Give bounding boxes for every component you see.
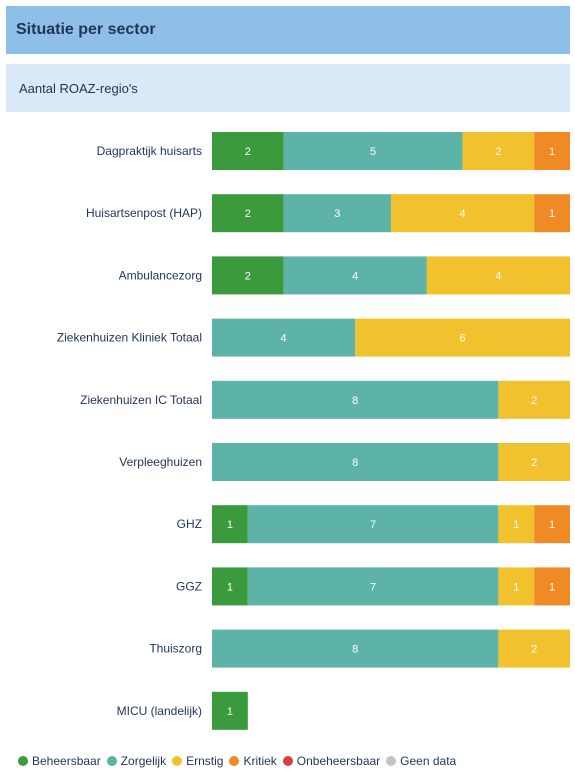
bar-segment: [426, 256, 570, 295]
data-label: 7: [370, 519, 376, 531]
data-label: 1: [513, 581, 519, 593]
bar-segment: [534, 132, 570, 170]
category-label: Verpleeghuizen: [119, 455, 202, 469]
data-label: 4: [352, 270, 358, 282]
data-label: 3: [334, 208, 340, 220]
data-label: 4: [495, 270, 501, 282]
legend-dot-icon: [229, 756, 240, 766]
category-label: Ziekenhuizen IC Totaal: [80, 393, 202, 407]
category-label: Thuiszorg: [149, 642, 202, 656]
bar-segment: [283, 132, 463, 170]
bar-segment: [212, 380, 499, 419]
data-label: 1: [227, 706, 233, 718]
legend-dot-icon: [386, 756, 397, 766]
data-label: 1: [227, 581, 233, 593]
bar-segment: [498, 567, 535, 606]
bar-segment: [498, 505, 535, 544]
data-label: 7: [370, 581, 376, 593]
bar-segment: [534, 567, 570, 606]
category-label: GHZ: [177, 517, 202, 531]
data-label: 2: [245, 208, 251, 220]
legend-item[interactable]: Geen data: [386, 754, 456, 768]
category-label: Dagpraktijk huisarts: [97, 144, 202, 158]
stacked-bar-chart: Dagpraktijk huisarts 2 5 2 1 Huisartsenpost (…: [57, 132, 570, 730]
bar-segment: [355, 318, 570, 357]
legend-item[interactable]: Beheersbaar: [18, 754, 101, 768]
data-label: 6: [460, 333, 466, 345]
data-label: 4: [460, 208, 466, 220]
category-label: Huisartsenpost (HAP): [86, 206, 202, 220]
bar-segment: [212, 318, 356, 357]
data-label: 1: [549, 208, 555, 220]
data-label: 1: [549, 146, 555, 158]
bar-segment: [498, 380, 570, 419]
category-label: Ambulancezorg: [119, 268, 202, 282]
data-label: 8: [352, 644, 358, 656]
legend-label: Beheersbaar: [32, 754, 101, 768]
legend-item[interactable]: Kritiek: [229, 754, 277, 768]
legend-dot-icon: [106, 756, 117, 766]
bar-segment: [212, 567, 248, 606]
legend-dot-icon: [172, 756, 183, 766]
category-label: GGZ: [176, 579, 202, 593]
legend-label: Geen data: [400, 754, 457, 768]
legend-label: Onbeheersbaar: [296, 754, 381, 768]
data-label: 1: [227, 519, 233, 531]
chart-title: Situatie per sector: [6, 6, 570, 54]
legend-label: Kritiek: [243, 754, 277, 768]
data-label: 2: [531, 395, 537, 407]
bar-segment: [212, 443, 499, 481]
data-label: 2: [531, 457, 537, 469]
legend-dot-icon: [18, 756, 28, 766]
bar-segment: [391, 194, 535, 233]
bar-segment: [498, 443, 570, 481]
data-label: 1: [549, 519, 555, 531]
bar-segment: [534, 505, 570, 544]
bar-segment: [212, 691, 248, 730]
bar-segment: [498, 629, 570, 668]
bar-segment: [212, 505, 248, 544]
data-label: 2: [245, 146, 251, 158]
chart-title-text: Situatie per sector: [16, 21, 156, 38]
bar-segment: [247, 567, 499, 606]
data-label: 5: [370, 146, 376, 158]
data-label: 8: [352, 457, 358, 469]
legend-item[interactable]: Zorgelijk: [106, 754, 167, 768]
data-label: 1: [513, 519, 519, 531]
legend-label: Zorgelijk: [120, 754, 167, 768]
data-label: 2: [245, 270, 251, 282]
legend-label: Ernstig: [186, 754, 224, 768]
data-label: 2: [531, 644, 537, 656]
data-label: 4: [281, 333, 287, 345]
legend-item[interactable]: Onbeheersbaar: [282, 754, 381, 768]
bar-segment: [212, 132, 284, 170]
data-label: 8: [352, 395, 358, 407]
bar-segment: [212, 194, 284, 233]
bar-segment: [462, 132, 535, 170]
category-label: MICU (landelijk): [117, 704, 202, 718]
chart-subtitle-text: Aantal ROAZ-regio's: [19, 80, 138, 96]
legend-dot-icon: [282, 756, 293, 766]
bar-segment: [283, 256, 427, 295]
chart-legend: Beheersbaar Zorgelijk Ernstig Kritiek Onbehe…: [18, 754, 456, 768]
data-label: 2: [495, 146, 501, 158]
bar-segment: [212, 629, 499, 668]
bar-segment: [247, 505, 499, 544]
chart-subtitle: Aantal ROAZ-regio's: [6, 64, 570, 112]
bar-segment: [534, 194, 570, 233]
category-label: Ziekenhuizen Kliniek Totaal: [57, 331, 202, 345]
legend-item[interactable]: Ernstig: [172, 754, 223, 768]
data-label: 1: [549, 581, 555, 593]
bar-segment: [283, 194, 391, 233]
bar-segment: [212, 256, 284, 295]
